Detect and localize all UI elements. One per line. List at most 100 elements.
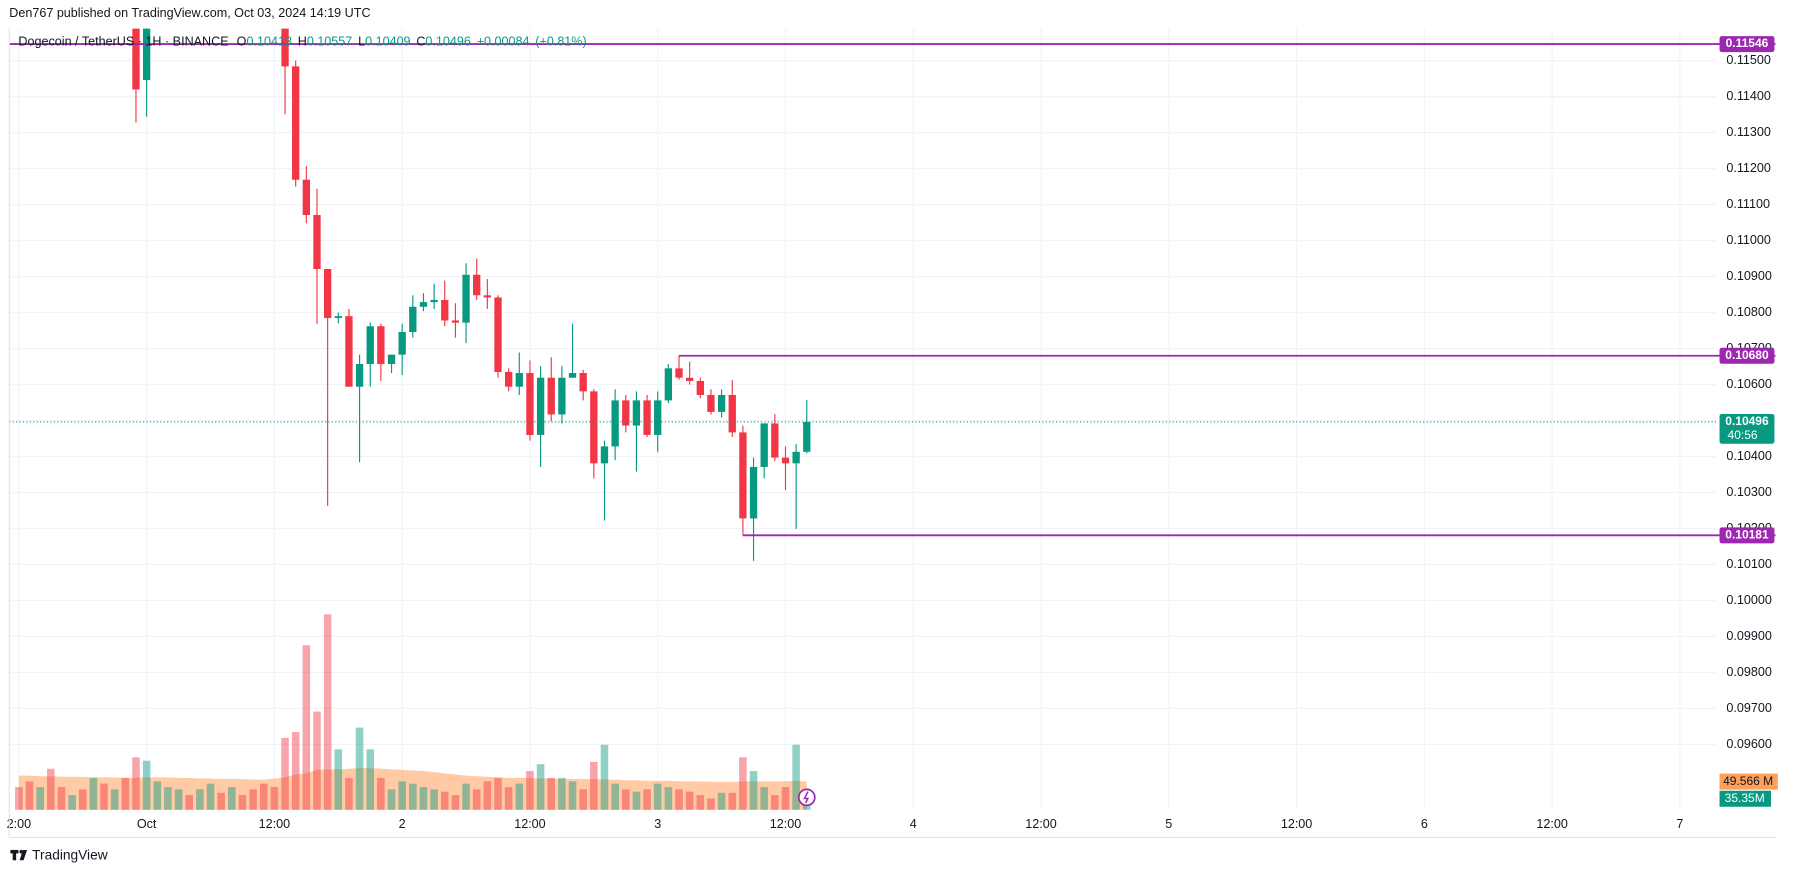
volume-bar — [462, 783, 470, 810]
y-tick-label: 0.10600 — [1726, 377, 1771, 391]
candle-body — [313, 215, 321, 270]
volume-bar — [494, 777, 502, 810]
candle-body — [281, 28, 289, 67]
volume-bar — [696, 795, 705, 810]
x-tick-label: 12:00 — [514, 817, 545, 831]
price-label: 0.10496 — [1725, 414, 1769, 428]
y-tick-label: 0.10100 — [1726, 557, 1771, 571]
volume-bar — [291, 732, 300, 810]
volume-bar — [707, 798, 715, 810]
level-label: 0.10680 — [1725, 348, 1769, 362]
volume-bar — [590, 761, 598, 810]
volume-bar — [643, 789, 651, 810]
candle-body — [430, 299, 438, 303]
volume-bar — [377, 777, 385, 810]
candle-body — [132, 28, 140, 90]
candle-body — [771, 423, 779, 458]
candle-body — [462, 274, 470, 323]
level-label: 0.11546 — [1726, 36, 1769, 50]
volume-bar — [228, 787, 236, 810]
candle-body — [377, 326, 385, 365]
candle-body — [558, 377, 566, 415]
volume-bar — [653, 783, 662, 810]
volume-ma-label: 49.566 M — [1723, 774, 1773, 788]
y-tick-label: 0.11200 — [1726, 161, 1771, 175]
legend-close-label: C — [416, 35, 425, 49]
volume-bar — [185, 795, 193, 810]
volume-bar — [664, 787, 673, 810]
volume-bar — [409, 783, 417, 810]
x-tick-label: 12:00 — [770, 817, 801, 831]
volume-bar — [36, 787, 44, 810]
candle-body — [675, 368, 683, 378]
candle-body — [451, 320, 460, 323]
volume-bar — [547, 777, 556, 810]
volume-bar — [632, 791, 641, 810]
volume-bar — [472, 789, 481, 810]
volume-bar — [504, 787, 513, 810]
grid: 0.09600 0.09700 0.09800 0.09900 0.10000 0.101… — [7, 28, 1772, 831]
volume-bar — [196, 789, 204, 810]
candle-body — [792, 451, 800, 464]
volume-bar — [313, 711, 321, 810]
volume-bar — [259, 783, 268, 810]
candle-body — [292, 66, 300, 180]
volume-bar — [68, 795, 76, 810]
candle-body — [323, 269, 332, 318]
volume-bar — [89, 777, 98, 810]
volume-bar — [355, 727, 364, 810]
volume-bar — [558, 777, 566, 810]
volume-bar — [323, 614, 332, 810]
volume-bar — [270, 787, 279, 810]
y-tick-label: 0.11100 — [1726, 197, 1770, 211]
published-note: Den767 published on TradingView.com, Oct… — [9, 6, 370, 20]
x-tick-label: 3 — [654, 817, 661, 831]
volume-bar — [174, 789, 183, 810]
x-tick-label: 6 — [1421, 817, 1428, 831]
brand-name: TradingView — [32, 847, 108, 862]
x-tick-label: 12:00 — [1281, 817, 1312, 831]
y-tick-label: 0.09600 — [1726, 737, 1771, 751]
overlay: 0.115460.106800.101810.1049640:5649.566 … — [9, 36, 1778, 807]
price-label-box — [1719, 413, 1775, 444]
candle-body — [707, 394, 715, 412]
volume-bar — [78, 789, 87, 810]
candle-body — [302, 179, 311, 216]
candle-body — [611, 400, 619, 447]
alert-icon — [797, 788, 816, 807]
candle-body — [547, 377, 555, 415]
candle-body — [664, 368, 673, 401]
x-tick-label: 2:00 — [7, 817, 31, 831]
volume-bar — [15, 787, 23, 810]
volume-bar — [600, 744, 609, 810]
volume-bar — [142, 760, 151, 810]
volume-bar — [153, 781, 162, 810]
candle-body — [142, 28, 151, 81]
candle-body — [632, 400, 641, 426]
level-label: 0.10181 — [1725, 528, 1769, 542]
y-tick-label: 0.10000 — [1726, 593, 1771, 607]
x-tick-label: 12:00 — [1025, 817, 1056, 831]
legend-change-percent: (+0.81%) — [535, 35, 586, 49]
legend-low: 0.10409 — [365, 35, 410, 49]
volume-bar — [568, 781, 577, 810]
candle-body — [409, 306, 417, 332]
volume-bar — [132, 757, 140, 810]
volume-bar — [47, 768, 55, 810]
brand-logo — [10, 849, 28, 861]
candle-body — [803, 421, 811, 452]
volume-bar — [611, 783, 619, 810]
y-tick-label: 0.09700 — [1726, 701, 1771, 715]
candle-body — [579, 373, 587, 392]
candle-body — [334, 316, 342, 318]
y-tick-label: 0.09800 — [1726, 665, 1771, 679]
volume-bar — [483, 781, 492, 810]
y-tick-label: 0.09900 — [1726, 629, 1771, 643]
x-tick-label: 4 — [910, 817, 917, 831]
y-tick-label: 0.11300 — [1726, 125, 1771, 139]
volume-bar — [121, 777, 130, 810]
volume-bar — [281, 737, 289, 810]
volume-bar — [206, 783, 215, 810]
